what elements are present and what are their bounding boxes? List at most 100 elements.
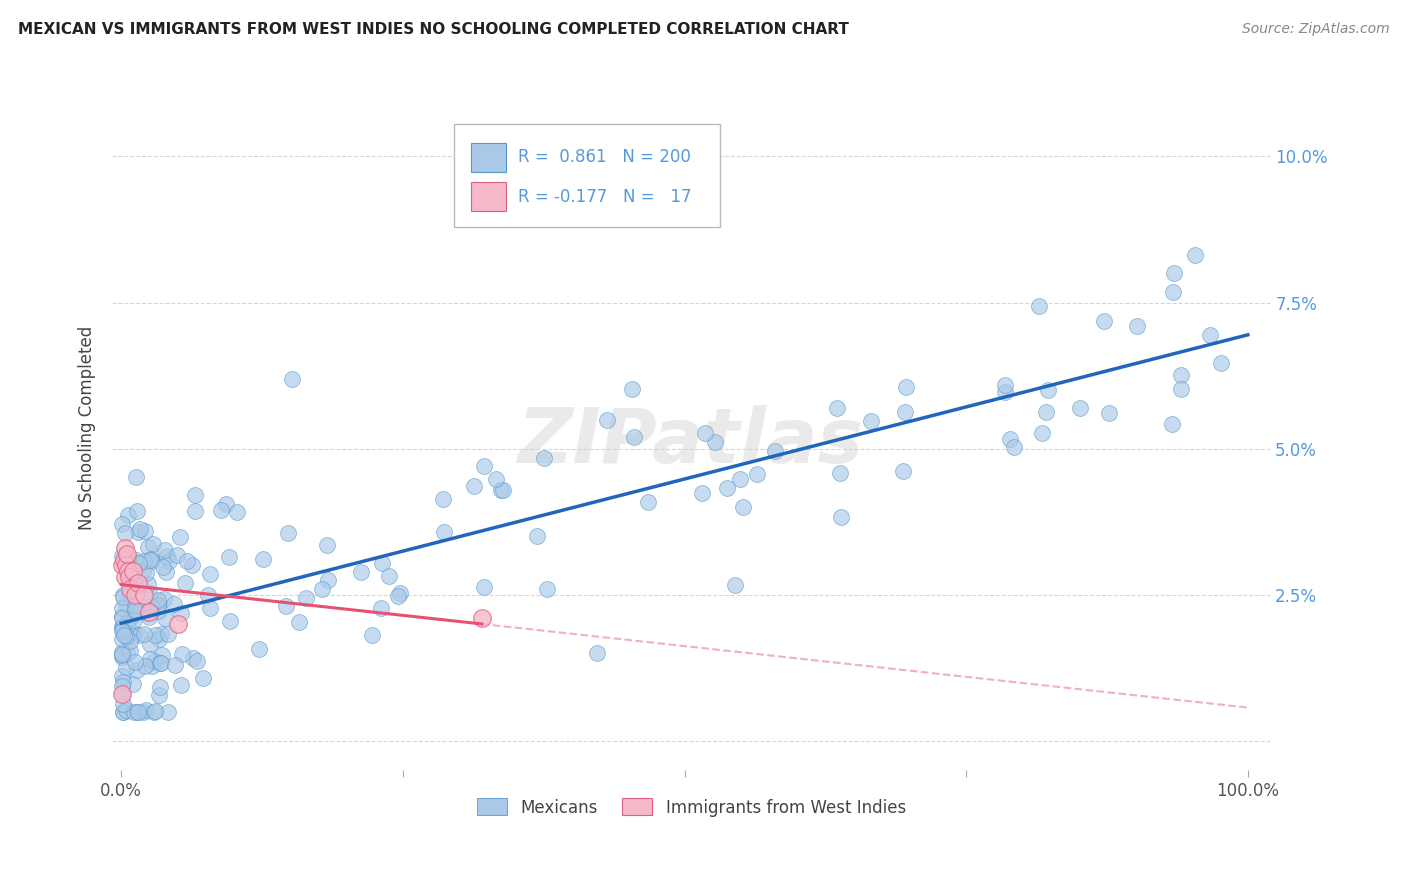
Point [127,705,149,719]
Point [111,687,134,701]
Point [157,705,180,719]
Point [111,632,134,646]
Point [118,611,141,625]
Point [128,522,150,536]
Point [472,581,495,595]
Point [148,598,170,612]
Point [121,629,143,643]
Point [114,558,136,573]
Point [127,524,149,539]
Point [117,508,139,523]
Point [180,558,202,572]
Point [637,495,659,509]
Point [170,678,193,692]
Point [1211,356,1233,370]
Y-axis label: No Schooling Completed: No Schooling Completed [79,326,96,531]
Point [156,549,179,563]
Point [142,537,165,551]
Point [148,632,170,647]
Point [1161,417,1184,431]
Point [315,538,337,552]
Point [121,608,143,623]
Point [120,582,142,596]
Point [148,681,170,695]
Point [141,659,163,673]
Point [1184,247,1206,261]
Text: MEXICAN VS IMMIGRANTS FROM WEST INDIES NO SCHOOLING COMPLETED CORRELATION CHART: MEXICAN VS IMMIGRANTS FROM WEST INDIES N… [18,22,849,37]
Point [371,556,394,570]
Point [1199,327,1222,342]
Point [252,552,274,566]
Point [162,597,184,611]
Point [111,647,134,661]
Point [191,671,214,685]
Point [155,565,177,579]
Point [388,585,411,599]
Point [994,385,1017,400]
Point [156,627,179,641]
Point [174,575,197,590]
Point [1163,267,1185,281]
Point [1170,382,1192,396]
Point [111,645,134,659]
Point [132,564,155,578]
Point [143,704,166,718]
Point [118,570,141,584]
Point [166,548,188,562]
Point [281,371,304,385]
Point [1092,314,1115,328]
Point [1069,401,1091,415]
Point [176,554,198,568]
Point [111,679,134,693]
Point [690,486,713,500]
Point [115,618,138,632]
Point [994,377,1017,392]
Point [111,590,134,604]
Point [492,483,515,497]
Point [111,669,134,683]
Point [146,604,169,618]
Point [287,615,309,630]
Point [153,543,176,558]
Point [623,430,645,444]
Text: Source: ZipAtlas.com: Source: ZipAtlas.com [1241,22,1389,37]
Point [139,551,162,566]
Point [828,467,851,481]
Point [122,605,145,619]
Point [111,620,134,634]
Point [149,657,172,671]
Point [134,524,156,538]
Point [127,576,149,591]
Point [181,651,204,665]
Point [215,496,238,510]
Point [111,624,134,638]
Point [111,705,134,719]
Point [149,656,172,670]
Point [433,524,456,539]
Point [114,525,136,540]
Point [184,504,207,518]
Point [295,591,318,606]
Point [124,588,146,602]
Point [124,625,146,640]
Point [860,414,883,428]
Point [153,611,176,625]
Point [134,659,156,673]
Point [145,628,167,642]
Point [132,705,155,719]
Point [111,650,134,665]
Point [134,554,156,568]
Point [311,582,333,596]
Point [125,663,148,677]
Point [153,592,176,607]
Point [135,703,157,717]
Point [716,481,738,495]
Point [111,705,134,719]
Point [139,553,162,567]
Point [825,401,848,415]
Point [166,616,188,631]
Point [891,465,914,479]
Text: R =  0.861   N = 200: R = 0.861 N = 200 [517,148,690,167]
Point [693,425,716,440]
Point [138,652,160,666]
